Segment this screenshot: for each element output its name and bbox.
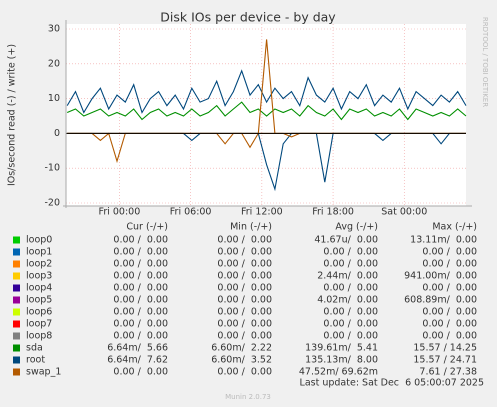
legend-swatch — [13, 248, 20, 256]
legend-label: loop8 — [26, 331, 52, 342]
legend-swatch — [13, 344, 20, 352]
legend-stat: 0.00 / 0.00 — [422, 259, 477, 270]
legend-swatch — [13, 320, 20, 328]
legend-stat: 6.64m/ 7.62 — [107, 355, 168, 366]
legend-stat: 7.61 / 27.38 — [419, 367, 477, 378]
legend-label: loop1 — [26, 247, 52, 258]
x-tick-label: Fri 00:00 — [99, 207, 141, 218]
column-header: Cur (-/+) — [126, 222, 168, 233]
legend-stat: 941.00m/ 0.00 — [404, 271, 477, 282]
column-header: Min (-/+) — [230, 222, 272, 233]
footer: Munin 2.0.73 — [225, 393, 271, 401]
legend-stat: 0.00 / 0.00 — [113, 271, 168, 282]
legend-stat: 0.00 / 0.00 — [113, 307, 168, 318]
watermark: RRDTOOL / TOBI OETIKER — [481, 17, 489, 107]
y-tick-label: 20 — [48, 58, 60, 69]
y-tick-label: -10 — [44, 163, 60, 174]
legend-stat: 15.57 / 24.71 — [413, 355, 477, 366]
legend-stat: 0.00 / 0.00 — [113, 319, 168, 330]
x-tick-label: Fri 12:00 — [241, 207, 283, 218]
legend-stat: 135.13m/ 8.00 — [305, 355, 378, 366]
legend-stat: 0.00 / 0.00 — [323, 283, 378, 294]
legend-swatch — [13, 368, 20, 376]
last-update: Last update: Sat Dec 6 05:00:07 2025 — [300, 378, 484, 389]
legend-label: swap_1 — [26, 367, 61, 378]
write-line — [66, 69, 467, 114]
legend-stat: 2.44m/ 0.00 — [317, 271, 378, 282]
legend-stat: 0.00 / 0.00 — [217, 259, 272, 270]
legend-stat: 0.00 / 0.00 — [323, 331, 378, 342]
legend-stat: 0.00 / 0.00 — [217, 331, 272, 342]
legend-label: loop7 — [26, 319, 52, 330]
legend-swatch — [13, 332, 20, 340]
legend-swatch — [13, 356, 20, 364]
legend-stat: 608.89m/ 0.00 — [404, 295, 477, 306]
legend-stat: 0.00 / 0.00 — [113, 247, 168, 258]
legend-swatch — [13, 260, 20, 268]
legend-stat: 0.00 / 0.00 — [323, 259, 378, 270]
legend-stat: 0.00 / 0.00 — [113, 295, 168, 306]
legend-swatch — [13, 308, 20, 316]
x-tick-label: Sat 00:00 — [381, 207, 427, 218]
legend-label: sda — [26, 343, 43, 354]
column-header: Avg (-/+) — [335, 222, 378, 233]
legend-stat: 0.00 / 0.00 — [422, 331, 477, 342]
legend-stat: 0.00 / 0.00 — [422, 283, 477, 294]
legend-stat: 47.52m/ 69.62m — [299, 367, 378, 378]
legend-label: loop6 — [26, 307, 52, 318]
y-tick-label: -20 — [44, 198, 60, 209]
legend-stat: 0.00 / 0.00 — [217, 235, 272, 246]
legend-stat: 0.00 / 0.00 — [217, 283, 272, 294]
chart-title: Disk IOs per device - by day — [160, 10, 336, 25]
legend-stat: 0.00 / 0.00 — [113, 283, 168, 294]
legend-stat: 0.00 / 0.00 — [113, 331, 168, 342]
legend-stat: 0.00 / 0.00 — [217, 307, 272, 318]
legend-stat: 6.64m/ 5.66 — [107, 343, 168, 354]
legend-label: loop2 — [26, 259, 52, 270]
legend-stat: 6.60m/ 3.52 — [211, 355, 272, 366]
legend-label: root — [26, 355, 45, 366]
legend-stat: 0.00 / 0.00 — [422, 307, 477, 318]
y-tick-label: 30 — [48, 24, 60, 35]
legend-swatch — [13, 272, 20, 280]
legend-stat: 0.00 / 0.00 — [113, 235, 168, 246]
legend-stat: 0.00 / 0.00 — [113, 367, 168, 378]
legend-stat: 0.00 / 0.00 — [113, 259, 168, 270]
legend-stat: 0.00 / 0.00 — [217, 271, 272, 282]
legend-stat: 13.11m/ 0.00 — [410, 235, 477, 246]
legend-label: loop5 — [26, 295, 52, 306]
x-tick-label: Fri 18:00 — [312, 207, 354, 218]
legend-stat: 0.00 / 0.00 — [323, 307, 378, 318]
x-tick-label: Fri 06:00 — [170, 207, 212, 218]
legend-swatch — [13, 296, 20, 304]
legend-stat: 6.60m/ 2.22 — [211, 343, 272, 354]
legend-stat: 0.00 / 0.00 — [217, 319, 272, 330]
write-line — [66, 101, 467, 121]
y-axis-label: IOs/second read (-) / write (+) — [7, 44, 18, 186]
legend-label: loop3 — [26, 271, 52, 282]
legend-stat: 139.61m/ 5.41 — [305, 343, 378, 354]
legend-swatch — [13, 236, 20, 244]
y-tick-label: 10 — [48, 93, 60, 104]
legend-stat: 0.00 / 0.00 — [217, 295, 272, 306]
legend-stat: 0.00 / 0.00 — [422, 247, 477, 258]
legend-stat: 0.00 / 0.00 — [217, 367, 272, 378]
legend-label: loop0 — [26, 235, 52, 246]
legend-stat: 0.00 / 0.00 — [323, 247, 378, 258]
legend-stat: 15.57 / 14.25 — [413, 343, 477, 354]
legend-stat: 41.67u/ 0.00 — [314, 235, 378, 246]
legend-stat: 0.00 / 0.00 — [323, 319, 378, 330]
legend-stat: 0.00 / 0.00 — [422, 319, 477, 330]
legend-label: loop4 — [26, 283, 52, 294]
legend-stat: 0.00 / 0.00 — [217, 247, 272, 258]
legend-swatch — [13, 284, 20, 292]
column-header: Max (-/+) — [432, 222, 477, 233]
legend-stat: 4.02m/ 0.00 — [317, 295, 378, 306]
y-tick-label: 0 — [54, 128, 60, 139]
